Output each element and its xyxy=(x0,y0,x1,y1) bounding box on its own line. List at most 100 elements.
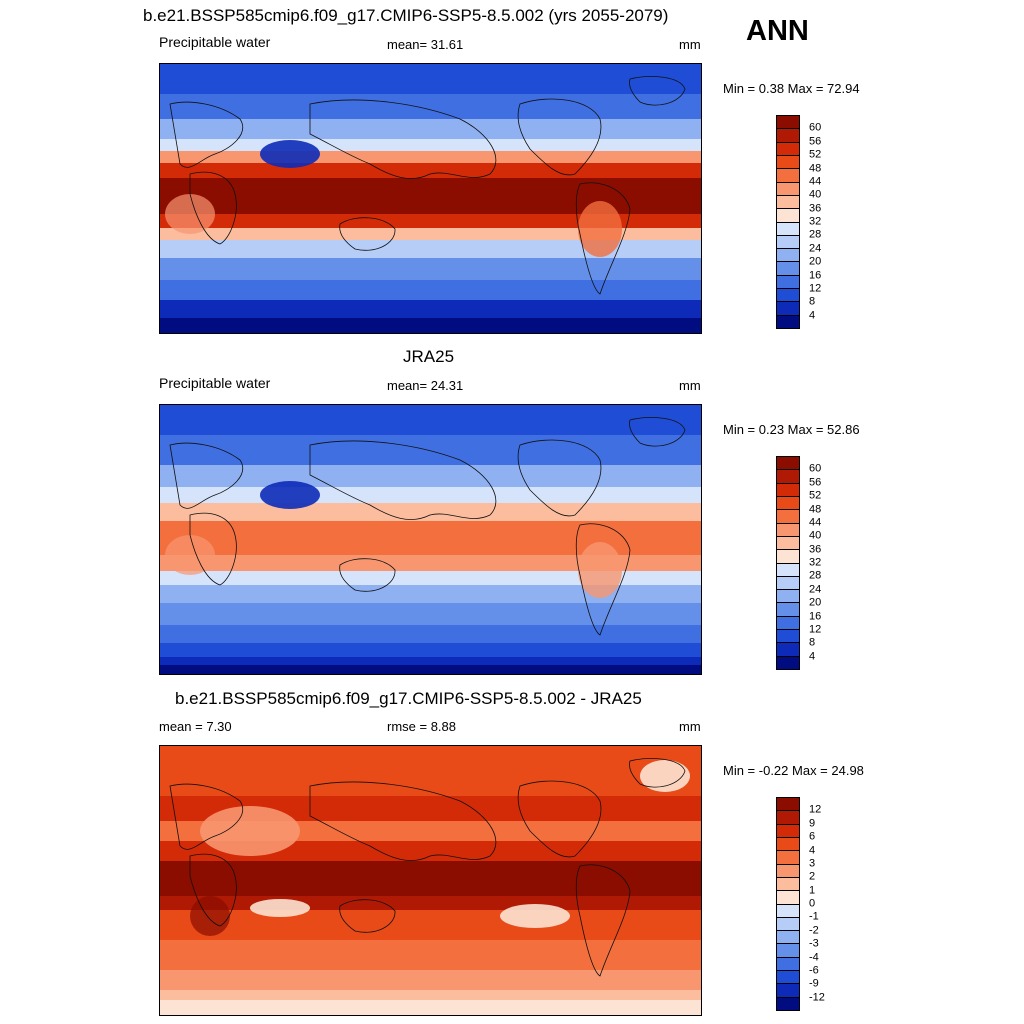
colorbar-tick-label: 4 xyxy=(809,309,816,322)
colorbar-tick-label: 60 xyxy=(809,462,822,475)
panel2-title: JRA25 xyxy=(403,347,455,366)
field-band xyxy=(160,841,701,861)
colorbar-tick-label: 24 xyxy=(809,583,822,596)
panel2-variable-label: Precipitable water xyxy=(159,375,271,391)
field-band xyxy=(160,555,701,571)
colorbar-tick-label: -9 xyxy=(809,977,819,990)
colorbar-swatch xyxy=(777,262,799,276)
colorbar-swatch xyxy=(777,904,799,918)
field-band xyxy=(160,280,701,300)
field-band xyxy=(160,990,701,1000)
field-band xyxy=(160,119,701,139)
colorbar-swatch xyxy=(777,496,799,511)
colorbar-swatch xyxy=(777,630,799,644)
colorbar-tick-label: 28 xyxy=(809,228,822,241)
field-band xyxy=(160,228,701,240)
coastline xyxy=(575,523,631,636)
field-band xyxy=(160,861,701,896)
coastline xyxy=(629,758,686,788)
colorbar-swatch xyxy=(777,142,799,156)
panel2-mean-label: mean= 24.31 xyxy=(387,378,464,393)
colorbar-tick-label: -2 xyxy=(809,924,819,937)
coastline xyxy=(575,182,631,295)
panel3-rmse-label: rmse = 8.88 xyxy=(387,719,457,734)
field-band xyxy=(160,521,701,555)
coastline xyxy=(189,853,237,927)
field-band xyxy=(160,503,701,521)
colorbar-tick-label: 40 xyxy=(809,188,822,201)
coastline xyxy=(189,171,237,245)
field-band xyxy=(160,746,701,796)
season-label: ANN xyxy=(746,15,809,47)
field-band xyxy=(160,64,701,94)
colorbar-tick-label: 12 xyxy=(809,803,822,816)
field-band xyxy=(160,1000,701,1015)
panel1-colorbar xyxy=(776,115,800,329)
panel3-units: mm xyxy=(679,719,701,734)
panel2-map-field xyxy=(160,405,701,674)
field-band xyxy=(160,94,701,119)
colorbar-tick-label: 2 xyxy=(809,870,816,883)
field-band xyxy=(160,139,701,151)
field-band xyxy=(160,665,701,674)
coastline xyxy=(517,98,602,176)
panel1-map-field xyxy=(160,64,701,333)
field-band xyxy=(160,258,701,280)
colorbar-swatch xyxy=(777,603,799,617)
colorbar-swatch xyxy=(777,222,799,236)
colorbar-swatch xyxy=(777,984,799,998)
colorbar-tick-label: 3 xyxy=(809,857,816,870)
colorbar-swatch xyxy=(777,891,799,905)
colorbar-swatch xyxy=(777,209,799,223)
colorbar-tick-label: 32 xyxy=(809,215,822,228)
coastline xyxy=(189,512,237,586)
colorbar-tick-label: 0 xyxy=(809,897,816,910)
colorbar-tick-label: -6 xyxy=(809,964,819,977)
field-band xyxy=(160,214,701,228)
colorbar-swatch xyxy=(777,315,799,328)
colorbar-tick-label: -4 xyxy=(809,951,819,963)
colorbar-swatch xyxy=(777,510,799,524)
colorbar-tick-label: 1 xyxy=(809,884,816,897)
colorbar-tick-label: 8 xyxy=(809,295,816,308)
colorbar-swatch xyxy=(777,851,799,865)
field-feature xyxy=(250,899,310,917)
coastline xyxy=(339,217,396,251)
colorbar-swatch xyxy=(777,289,799,303)
field-band xyxy=(160,487,701,503)
field-feature xyxy=(190,896,230,936)
colorbar-swatch xyxy=(777,917,799,932)
colorbar-swatch xyxy=(777,483,799,497)
colorbar-tick-label: 6 xyxy=(809,830,816,843)
colorbar-swatch xyxy=(777,957,799,972)
colorbar-swatch xyxy=(777,616,799,631)
field-band xyxy=(160,300,701,318)
field-feature xyxy=(578,542,622,598)
colorbar-swatch xyxy=(777,302,799,316)
coastline xyxy=(517,780,602,858)
colorbar-swatch xyxy=(777,275,799,290)
panel1-mean-label: mean= 31.61 xyxy=(387,37,464,52)
page-title: b.e21.BSSP585cmip6.f09_g17.CMIP6-SSP5-8.… xyxy=(143,6,669,25)
panel1-map xyxy=(159,63,702,334)
colorbar-tick-label: 4 xyxy=(809,650,816,663)
colorbar-swatch xyxy=(777,249,799,263)
colorbar-swatch xyxy=(777,576,799,591)
panel3-map xyxy=(159,745,702,1016)
colorbar-tick-label: 48 xyxy=(809,503,822,515)
colorbar-tick-label: 24 xyxy=(809,242,822,255)
coastline xyxy=(629,76,686,106)
coastline xyxy=(309,440,497,520)
field-band xyxy=(160,970,701,990)
panel3-minmax: Min = -0.22 Max = 24.98 xyxy=(723,763,864,778)
colorbar-swatch xyxy=(777,931,799,945)
colorbar-tick-label: 44 xyxy=(809,175,822,188)
field-band xyxy=(160,318,701,333)
field-band xyxy=(160,151,701,163)
panel1-units: mm xyxy=(679,37,701,52)
field-feature xyxy=(260,481,320,509)
panel3-colorbar xyxy=(776,797,800,1011)
colorbar-tick-label: 12 xyxy=(809,623,822,636)
colorbar-swatch xyxy=(777,195,799,210)
colorbar-tick-label: 16 xyxy=(809,269,822,281)
